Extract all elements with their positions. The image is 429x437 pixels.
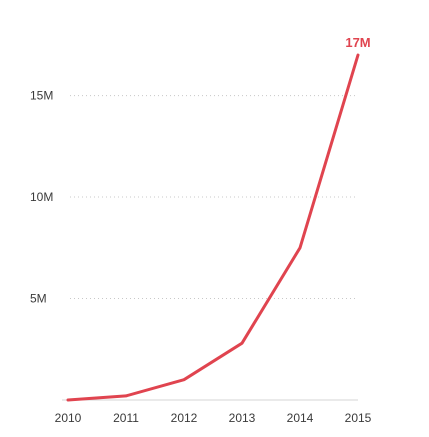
end-value-label: 17M: [345, 35, 370, 50]
x-tick-label: 2014: [287, 411, 314, 425]
x-axis-tick-labels: 2010 2011 2012 2013 2014 2015: [55, 411, 372, 425]
x-tick-label: 2010: [55, 411, 82, 425]
grid-lines: [70, 95, 358, 300]
y-axis-tick-labels: 5M 10M 15M: [30, 89, 53, 306]
x-tick-label: 2013: [229, 411, 256, 425]
x-tick-label: 2012: [171, 411, 198, 425]
x-tick-label: 2015: [345, 411, 372, 425]
x-tick-label: 2011: [113, 411, 139, 425]
y-tick-label: 15M: [30, 89, 53, 103]
y-tick-label: 10M: [30, 190, 53, 204]
series-line: [66, 53, 360, 402]
y-tick-label: 5M: [30, 292, 47, 306]
